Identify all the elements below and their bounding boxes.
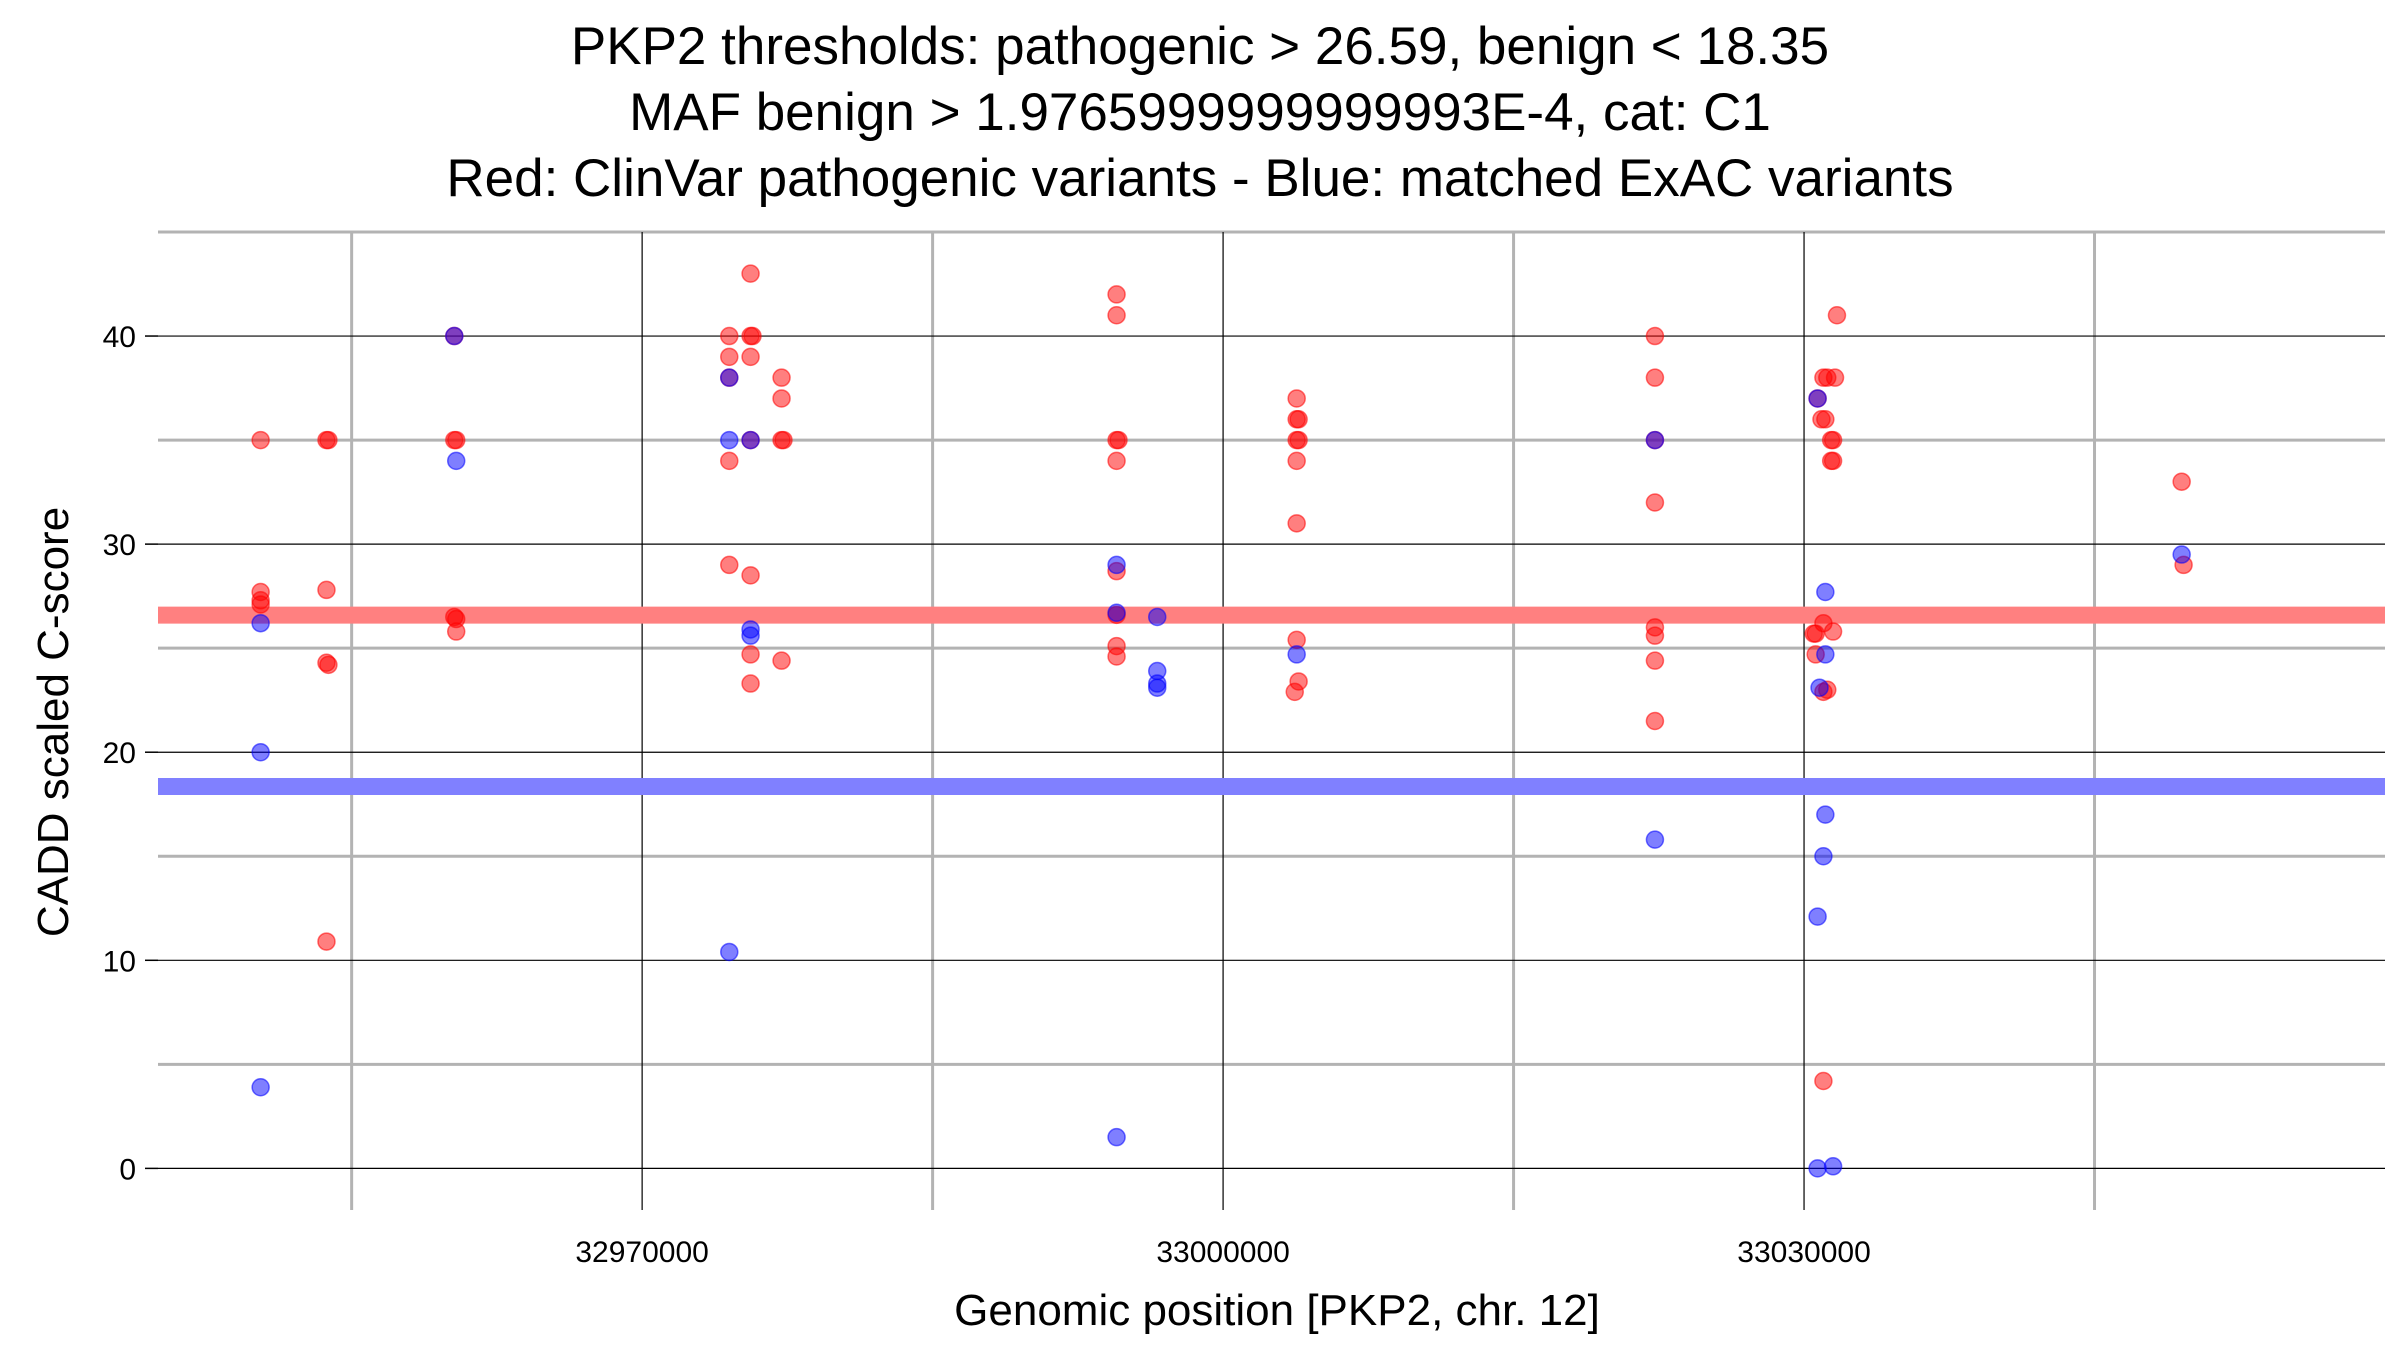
exac-point (1808, 1159, 1827, 1178)
exac-point (1107, 1127, 1126, 1147)
clinvar-point (720, 326, 739, 346)
exac-point (1645, 430, 1665, 450)
exac-point (2172, 545, 2191, 564)
clinvar-point (741, 674, 760, 693)
clinvar-point (251, 430, 270, 450)
title-line-2: MAF benign > 1.9765999999999993E-4, cat:… (629, 83, 1771, 142)
clinvar-point (1287, 451, 1306, 471)
exac-point (741, 430, 760, 450)
exac-point (720, 942, 739, 962)
exac-point (251, 742, 270, 762)
clinvar-point (317, 580, 336, 600)
clinvar-point (1823, 622, 1843, 641)
clinvar-point (1645, 326, 1665, 346)
clinvar-point (720, 451, 739, 471)
clinvar-point (720, 555, 739, 575)
exac-point (446, 451, 466, 471)
title-line-1: PKP2 thresholds: pathogenic > 26.59, ben… (570, 17, 1830, 76)
clinvar-point (1287, 514, 1306, 533)
y-tick-label: 30 (103, 529, 136, 562)
exac-point (1816, 805, 1835, 824)
y-axis-label: CADD scaled C-score (29, 507, 78, 937)
y-tick-label: 0 (119, 1153, 136, 1186)
y-tick-label: 20 (103, 737, 136, 770)
clinvar-point (1289, 430, 1308, 450)
minor-gridlines (158, 230, 2385, 1210)
clinvar-point (1814, 1071, 1833, 1091)
clinvar-point (741, 264, 760, 283)
exac-point (1808, 389, 1827, 408)
clinvar-point (741, 566, 760, 585)
exac-point (1823, 1157, 1843, 1176)
clinvar-point (1645, 493, 1665, 512)
clinvar-point (317, 932, 336, 951)
x-tick-label: 33000000 (1156, 1236, 1289, 1269)
y-tick-label: 40 (103, 321, 136, 354)
clinvar-point (1825, 368, 1845, 387)
clinvar-point (446, 622, 466, 641)
y-axis-ticks: 0 10 20 30 40 (103, 321, 158, 1186)
exac-point (1287, 645, 1306, 664)
clinvar-point (2172, 472, 2191, 491)
exac-point (251, 613, 270, 633)
exac-point (1107, 555, 1126, 575)
clinvar-point (1107, 451, 1126, 471)
exac-point (1147, 678, 1167, 697)
clinvar-point (319, 655, 338, 675)
exac-point (1645, 830, 1665, 849)
clinvar-point (319, 430, 338, 450)
clinvar-point (1287, 389, 1306, 408)
x-axis-label: Genomic position [PKP2, chr. 12] (954, 1286, 1600, 1335)
x-axis-ticks: 32970000 33000000 33030000 (575, 1236, 1870, 1269)
clinvar-point (1823, 451, 1843, 471)
clinvar-point (1645, 711, 1665, 731)
exac-point (445, 326, 464, 346)
clinvar-point (1107, 285, 1126, 304)
major-gridlines (158, 232, 2385, 1210)
exac-point (1810, 678, 1829, 697)
chart-title: PKP2 thresholds: pathogenic > 26.59, ben… (0, 14, 2400, 212)
clinvar-point (1645, 368, 1665, 387)
clinvar-point (743, 326, 762, 346)
clinvar-point (1823, 430, 1843, 450)
exac-point (720, 368, 739, 387)
x-tick-label: 33030000 (1737, 1236, 1870, 1269)
clinvar-point (741, 347, 760, 367)
clinvar-point (1107, 305, 1126, 325)
data-points (251, 264, 2193, 1178)
clinvar-point (772, 389, 791, 408)
clinvar-point (720, 347, 739, 367)
exac-point (720, 430, 739, 450)
exac-point (1147, 607, 1167, 627)
clinvar-point (772, 651, 791, 670)
clinvar-point (446, 430, 466, 450)
clinvar-point (1645, 651, 1665, 670)
clinvar-point (774, 430, 793, 450)
clinvar-point (1812, 410, 1831, 429)
clinvar-point (1827, 305, 1847, 325)
clinvar-point (1285, 682, 1304, 702)
clinvar-point (741, 645, 760, 664)
x-tick-label: 32970000 (575, 1236, 708, 1269)
y-tick-label: 10 (103, 945, 136, 978)
exac-point (741, 626, 760, 645)
exac-point (1816, 645, 1835, 664)
exac-point (1816, 582, 1835, 602)
exac-point (251, 1077, 270, 1097)
clinvar-point (1109, 430, 1128, 450)
threshold-lines (158, 606, 2385, 796)
clinvar-point (251, 595, 270, 614)
clinvar-point (1107, 647, 1126, 666)
exac-point (1814, 847, 1833, 866)
clinvar-point (1645, 626, 1665, 645)
clinvar-point (1289, 410, 1308, 429)
title-line-3: Red: ClinVar pathogenic variants - Blue:… (446, 149, 1954, 208)
clinvar-point (772, 368, 791, 387)
exac-point (1107, 603, 1126, 623)
exac-point (1808, 907, 1827, 926)
